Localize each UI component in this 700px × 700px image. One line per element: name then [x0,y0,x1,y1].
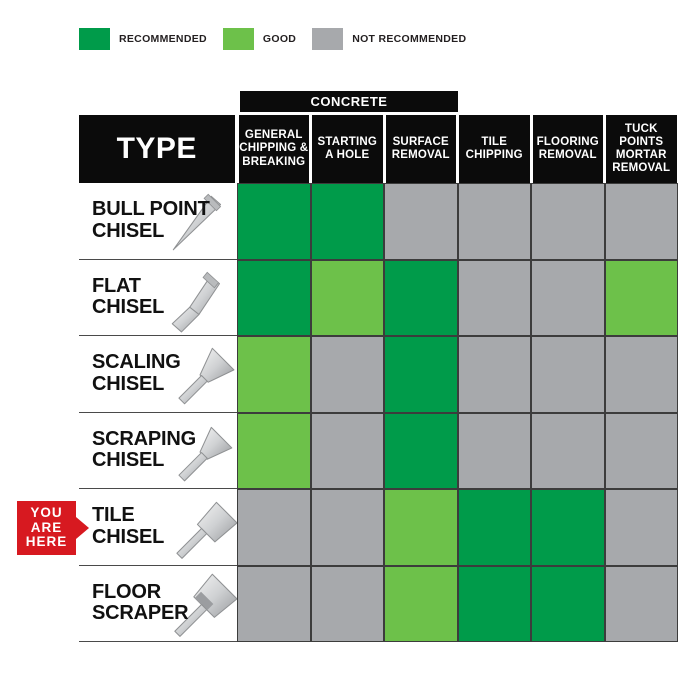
column-header-box: TILE CHIPPING [459,115,530,183]
badge-arrow-icon [76,517,89,539]
rating-cell-r3-c5 [604,412,678,489]
good-swatch [222,28,254,50]
row-label-cell-3: SCRAPING CHISEL [79,412,237,489]
rating-cell-r4-c3 [457,489,531,566]
rating-cell-r1-c2 [384,259,458,336]
row-label: FLOOR SCRAPER [92,580,189,625]
type-header-label: TYPE [116,132,197,165]
legend-label: RECOMMENDED [119,33,207,45]
column-header-label: GENERAL CHIPPING & BREAKING [239,129,309,168]
rating-cell-r0-c5 [604,183,678,260]
rating-cell-r1-c1 [310,259,384,336]
column-header-cell-1: STARTING A HOLE [310,115,384,183]
column-header-cell-4: FLOORING REMOVAL [531,115,605,183]
you-are-here-badge: YOU ARE HERE [17,501,89,555]
rating-cell-r3-c4 [531,412,605,489]
column-header-label: TUCK POINTS MORTAR REMOVAL [612,122,671,175]
row-label: TILE CHISEL [92,504,165,548]
column-header-label: STARTING A HOLE [317,135,378,161]
legend-item-recommended: RECOMMENDED [79,28,207,50]
row-label-cell-5: FLOOR SCRAPER [79,565,237,642]
column-header-box: SURFACE REMOVAL [385,115,456,183]
rating-cell-r5-c0 [237,565,311,642]
row-label: SCALING CHISEL [92,351,181,395]
row-label-cell-4: TILE CHISEL [79,489,237,566]
legend-item-good: GOOD [222,28,297,50]
row-label-cell-1: FLAT CHISEL [79,259,237,336]
concrete-group-label: CONCRETE [310,94,388,109]
column-header-cell-0: GENERAL CHIPPING & BREAKING [237,115,311,183]
rating-cell-r5-c4 [531,565,605,642]
rating-cell-r2-c1 [310,336,384,413]
floor-scraper-icon [174,573,237,638]
rating-cell-r1-c3 [457,259,531,336]
rating-cell-r5-c1 [310,565,384,642]
row-label: FLAT CHISEL [92,274,165,319]
rating-cell-r5-c5 [604,565,678,642]
column-header-box: STARTING A HOLE [312,115,383,183]
legend: RECOMMENDED GOOD NOT RECOMMENDED [79,28,482,50]
column-header-box: FLOORING REMOVAL [532,115,603,183]
rating-cell-r0-c0 [237,183,311,260]
row-label: BULL POINT CHISEL [92,198,210,242]
not-recommended-swatch [312,28,344,50]
scraping-chisel-icon [178,427,233,482]
column-header-box: TUCK POINTS MORTAR REMOVAL [606,115,677,183]
rating-cell-r5-c2 [384,565,458,642]
row-label: SCRAPING CHISEL [92,427,196,472]
rating-cell-r2-c5 [604,336,678,413]
recommended-swatch [79,28,110,50]
column-header-cell-3: TILE CHIPPING [457,115,531,183]
rating-cell-r4-c4 [531,489,605,566]
column-header-label: SURFACE REMOVAL [391,135,450,161]
rating-cell-r3-c0 [237,412,311,489]
column-header-cell-5: TUCK POINTS MORTAR REMOVAL [604,115,678,183]
rating-cell-r2-c2 [384,336,458,413]
legend-item-not_recommended: NOT RECOMMENDED [312,28,466,50]
column-header-label: TILE CHIPPING [465,135,523,161]
rating-cell-r0-c1 [310,183,384,260]
rating-cell-r4-c5 [604,489,678,566]
matrix-grid: TYPE GENERAL CHIPPING & BREAKING STARTING … [79,115,678,642]
row-label-cell-0: BULL POINT CHISEL [79,183,237,260]
rating-cell-r1-c4 [531,259,605,336]
rating-cell-r0-c2 [384,183,458,260]
scaling-chisel-icon [178,347,235,405]
column-header-box: GENERAL CHIPPING & BREAKING [238,115,309,183]
rating-cell-r4-c1 [310,489,384,566]
rating-cell-r2-c3 [457,336,531,413]
rating-cell-r4-c0 [237,489,311,566]
rating-cell-r1-c0 [237,259,311,336]
rating-cell-r2-c4 [531,336,605,413]
you-are-here-label: YOU ARE HERE [25,505,68,550]
rating-cell-r0-c4 [531,183,605,260]
tile-chisel-icon [176,501,237,559]
legend-label: GOOD [262,33,297,45]
rating-cell-r5-c3 [457,565,531,642]
row-label-cell-2: SCALING CHISEL [79,336,237,413]
rating-cell-r3-c2 [384,412,458,489]
flat-chisel-icon [171,271,221,333]
type-header-box: TYPE [79,115,235,183]
legend-label: NOT RECOMMENDED [352,33,467,45]
bull-point-chisel-icon [172,193,222,251]
rating-cell-r3-c1 [310,412,384,489]
rating-cell-r3-c3 [457,412,531,489]
concrete-group-header: CONCRETE [240,91,458,112]
column-header-label: FLOORING REMOVAL [536,135,599,161]
type-header-cell: TYPE [79,115,237,183]
rating-cell-r0-c3 [457,183,531,260]
column-header-cell-2: SURFACE REMOVAL [384,115,458,183]
rating-cell-r1-c5 [604,259,678,336]
rating-cell-r2-c0 [237,336,311,413]
rating-cell-r4-c2 [384,489,458,566]
